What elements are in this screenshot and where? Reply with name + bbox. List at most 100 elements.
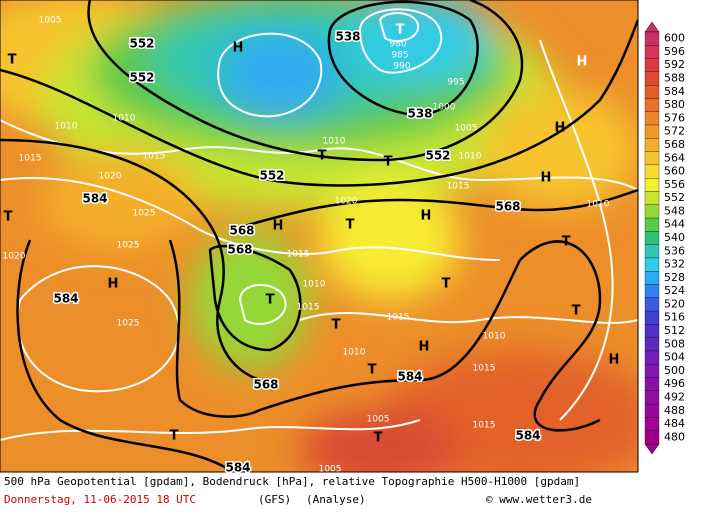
colorbar-swatch — [644, 350, 660, 365]
pressure-center-label: H — [577, 55, 588, 70]
isobar-label: 1015 — [143, 152, 166, 162]
colorbar-label: 568 — [664, 138, 685, 151]
isobar-label: 1010 — [483, 332, 506, 342]
colorbar-swatch — [644, 124, 660, 139]
colorbar-label: 536 — [664, 244, 685, 257]
colorbar-label: 560 — [664, 165, 685, 178]
geopotential-label: 552 — [259, 169, 284, 183]
isobar-label: 1005 — [367, 415, 390, 425]
colorbar-swatch — [644, 45, 660, 59]
colorbar-label: 512 — [664, 324, 685, 337]
pressure-center-label: T — [374, 431, 383, 446]
isobar-label: 1010 — [587, 200, 610, 210]
footer-credit: © www.wetter3.de — [486, 493, 592, 506]
isobar-label: 1015 — [287, 250, 310, 260]
isobar-label: 985 — [391, 51, 408, 61]
pressure-center-label: H — [421, 209, 432, 224]
geopotential-label: 538 — [407, 107, 432, 121]
colorbar-label: 504 — [664, 351, 685, 364]
colorbar-swatch — [644, 337, 660, 352]
colorbar-label: 484 — [664, 417, 685, 430]
geopotential-label: 568 — [227, 243, 252, 257]
pressure-center-label: T — [562, 235, 571, 250]
geopotential-contours — [0, 0, 638, 472]
colorbar-swatch — [644, 390, 660, 405]
isobar-label: 1005 — [455, 124, 478, 134]
pressure-center-label: H — [108, 277, 119, 292]
colorbar-swatch — [644, 257, 660, 272]
geopotential-label: 568 — [229, 224, 254, 238]
colorbar-swatch — [644, 297, 660, 312]
colorbar-label: 572 — [664, 125, 685, 138]
isobar-label: 1015 — [19, 154, 42, 164]
geopotential-label: 584 — [397, 370, 422, 384]
colorbar-swatch — [644, 138, 660, 152]
pressure-center-label: T — [4, 210, 13, 225]
geopotential-label: 568 — [495, 200, 520, 214]
colorbar-swatch — [644, 31, 660, 46]
colorbar-label: 564 — [664, 151, 685, 164]
colorbar-label: 520 — [664, 297, 685, 310]
colorbar-label: 516 — [664, 311, 685, 324]
isobar-label: 1025 — [133, 209, 156, 219]
colorbar-label: 600 — [664, 32, 685, 45]
colorbar-swatch — [644, 377, 660, 391]
colorbar-label: 548 — [664, 204, 685, 217]
colorbar-swatch — [644, 271, 660, 285]
pressure-center-label: H — [419, 340, 430, 355]
pressure-center-label: T — [8, 53, 17, 68]
footer-box — [0, 473, 610, 513]
colorbar-label: 500 — [664, 364, 685, 377]
colorbar-swatch — [644, 310, 660, 325]
colorbar-label: 508 — [664, 337, 685, 350]
pressure-center-label: T — [442, 277, 451, 292]
isobar-label: 1015 — [297, 303, 320, 313]
isobar-label: 1015 — [387, 313, 410, 323]
isobar-label: 1005 — [319, 465, 342, 475]
colorbar-swatch — [644, 151, 660, 166]
pressure-center-label: T — [318, 149, 327, 164]
isobar-label: 1020 — [335, 197, 358, 207]
pressure-center-label: H — [555, 121, 566, 136]
colorbar-swatch — [644, 204, 660, 219]
isobar-label: 995 — [447, 78, 464, 88]
colorbar-label: 496 — [664, 377, 685, 390]
isobar-label: 1010 — [343, 348, 366, 358]
geopotential-label: 552 — [129, 71, 154, 85]
colorbar-swatch — [644, 71, 660, 86]
footer-model: (GFS) — [258, 493, 291, 506]
geopotential-label: 552 — [129, 37, 154, 51]
isobar-label: 990 — [393, 62, 410, 72]
pressure-center-label: T — [396, 23, 405, 38]
colorbar-label: 528 — [664, 271, 685, 284]
geopotential-label: 584 — [515, 429, 540, 443]
map-area — [0, 0, 638, 472]
colorbar-label: 580 — [664, 98, 685, 111]
geopotential-label: 584 — [225, 461, 250, 475]
colorbar-top-arrow — [644, 21, 660, 33]
isobar-label: 1015 — [473, 364, 496, 374]
isobar-label: 1010 — [55, 122, 78, 132]
pressure-center-label: T — [384, 155, 393, 170]
isobar-label: 1020 — [99, 172, 122, 182]
colorbar-label: 576 — [664, 111, 685, 124]
isobar-label: 1010 — [113, 114, 136, 124]
pressure-center-label: T — [266, 293, 275, 308]
pressure-center-label: T — [346, 218, 355, 233]
colorbar-label: 592 — [664, 58, 685, 71]
isobar-label: 980 — [389, 40, 406, 50]
map-labels: 552 552 552 552 538 538 568 568 568 568 584 584 584 5… — [3, 16, 620, 477]
colorbar-swatch — [644, 164, 660, 179]
footer-date: Donnerstag, 11-06-2015 18 UTC — [4, 493, 196, 506]
colorbar-label: 524 — [664, 284, 685, 297]
colorbar-swatch — [644, 430, 660, 445]
colorbar-label: 544 — [664, 218, 685, 231]
colorbar-swatch — [644, 98, 660, 112]
pressure-center-label: T — [572, 304, 581, 319]
isobar-label: 1025 — [117, 241, 140, 251]
isobar-label: 1010 — [303, 280, 326, 290]
isobar-label: 1025 — [117, 319, 140, 329]
isobar-label: 1010 — [459, 152, 482, 162]
isobar-label: 1015 — [473, 421, 496, 431]
